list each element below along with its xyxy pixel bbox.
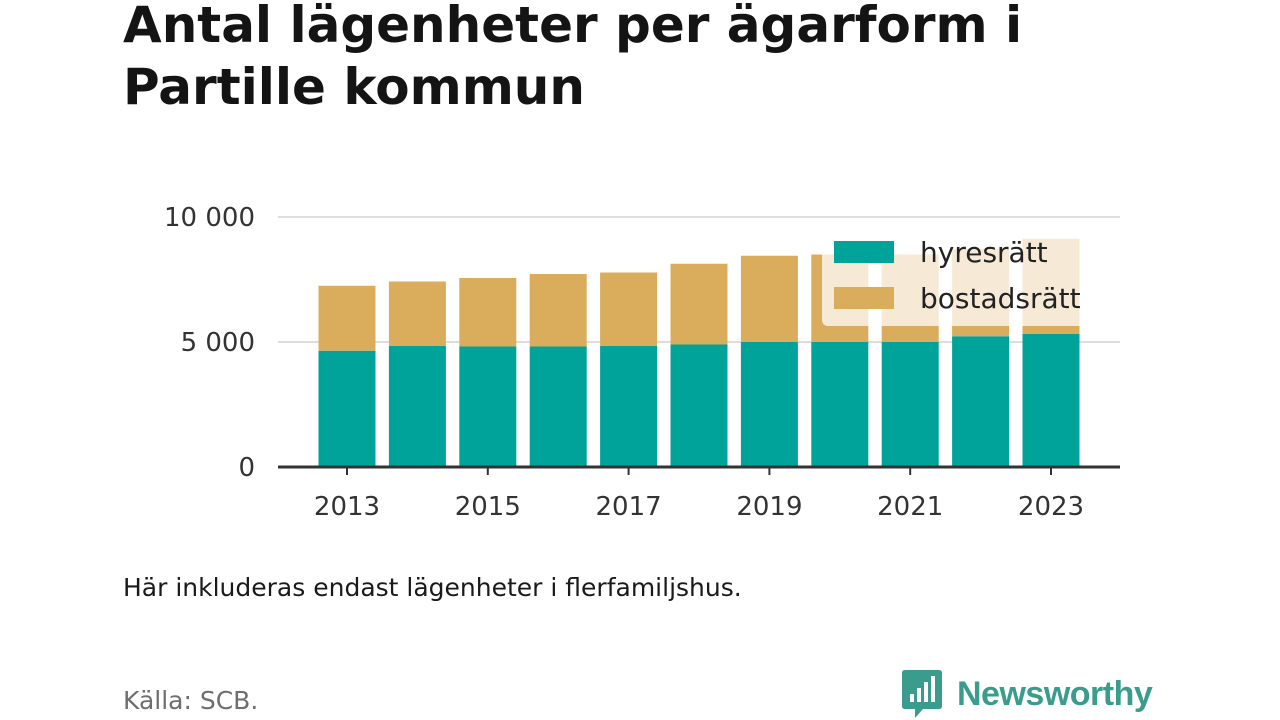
y-tick-label: 10 000 [164, 203, 255, 233]
y-tick-label: 5 000 [181, 328, 255, 358]
bar-hyresratt [529, 346, 587, 467]
bar-hyresratt [388, 345, 446, 467]
y-tick-label: 0 [238, 453, 255, 483]
bar-bostadsratt [388, 281, 446, 346]
bar-bostadsratt [600, 272, 658, 346]
x-tick-label: 2021 [877, 492, 943, 522]
axes: 0 5 000 10 000 2013 2015 2017 2019 2021 2023 [164, 203, 1120, 522]
bar-hyresratt [740, 342, 798, 467]
stacked-bar-chart: 0 5 000 10 000 2013 2015 2017 2019 2021 2023 hyr… [164, 203, 1120, 522]
bar-bostadsratt [670, 263, 728, 345]
legend-label: hyresrätt [920, 236, 1048, 269]
bar-bostadsratt [459, 278, 517, 347]
brand-logo: Newsworthy [901, 668, 1153, 720]
bar-hyresratt [600, 345, 658, 467]
bar-hyresratt [670, 344, 728, 467]
bar-hyresratt [811, 342, 869, 467]
legend-label: bostadsrätt [920, 282, 1081, 315]
x-tick-label: 2019 [736, 492, 802, 522]
legend-swatch [834, 287, 894, 309]
x-tick-label: 2015 [455, 492, 521, 522]
x-tick-label: 2013 [314, 492, 380, 522]
bar-bostadsratt [529, 274, 587, 347]
chart-note: Här inkluderas endast lägenheter i flerf… [123, 573, 742, 602]
bar-hyresratt [881, 342, 939, 467]
source-credit: Källa: SCB. [123, 686, 259, 715]
bar-hyresratt [952, 336, 1010, 467]
bar-bostadsratt [740, 255, 798, 342]
bar-hyresratt [1022, 333, 1080, 467]
legend: hyresrätt bostadsrätt [822, 226, 1100, 326]
bar-hyresratt [318, 350, 376, 467]
newsworthy-logo-icon [902, 670, 942, 718]
x-tick-label: 2017 [596, 492, 662, 522]
chart-title: Antal lägenheter per ägarform i Partille… [123, 0, 1023, 116]
legend-swatch [834, 241, 894, 263]
brand-name: Newsworthy [957, 674, 1153, 713]
x-tick-label: 2023 [1018, 492, 1084, 522]
bar-bostadsratt [318, 285, 376, 351]
bar-hyresratt [459, 346, 517, 467]
